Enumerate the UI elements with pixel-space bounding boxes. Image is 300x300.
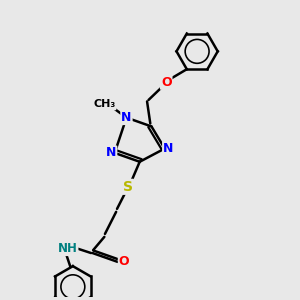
Text: CH₃: CH₃ [93, 99, 116, 110]
Text: S: S [123, 180, 133, 194]
Text: N: N [106, 146, 116, 159]
Text: N: N [121, 111, 132, 124]
Text: O: O [119, 255, 129, 268]
Text: NH: NH [58, 242, 77, 255]
Text: N: N [163, 142, 173, 155]
Text: O: O [161, 76, 172, 89]
